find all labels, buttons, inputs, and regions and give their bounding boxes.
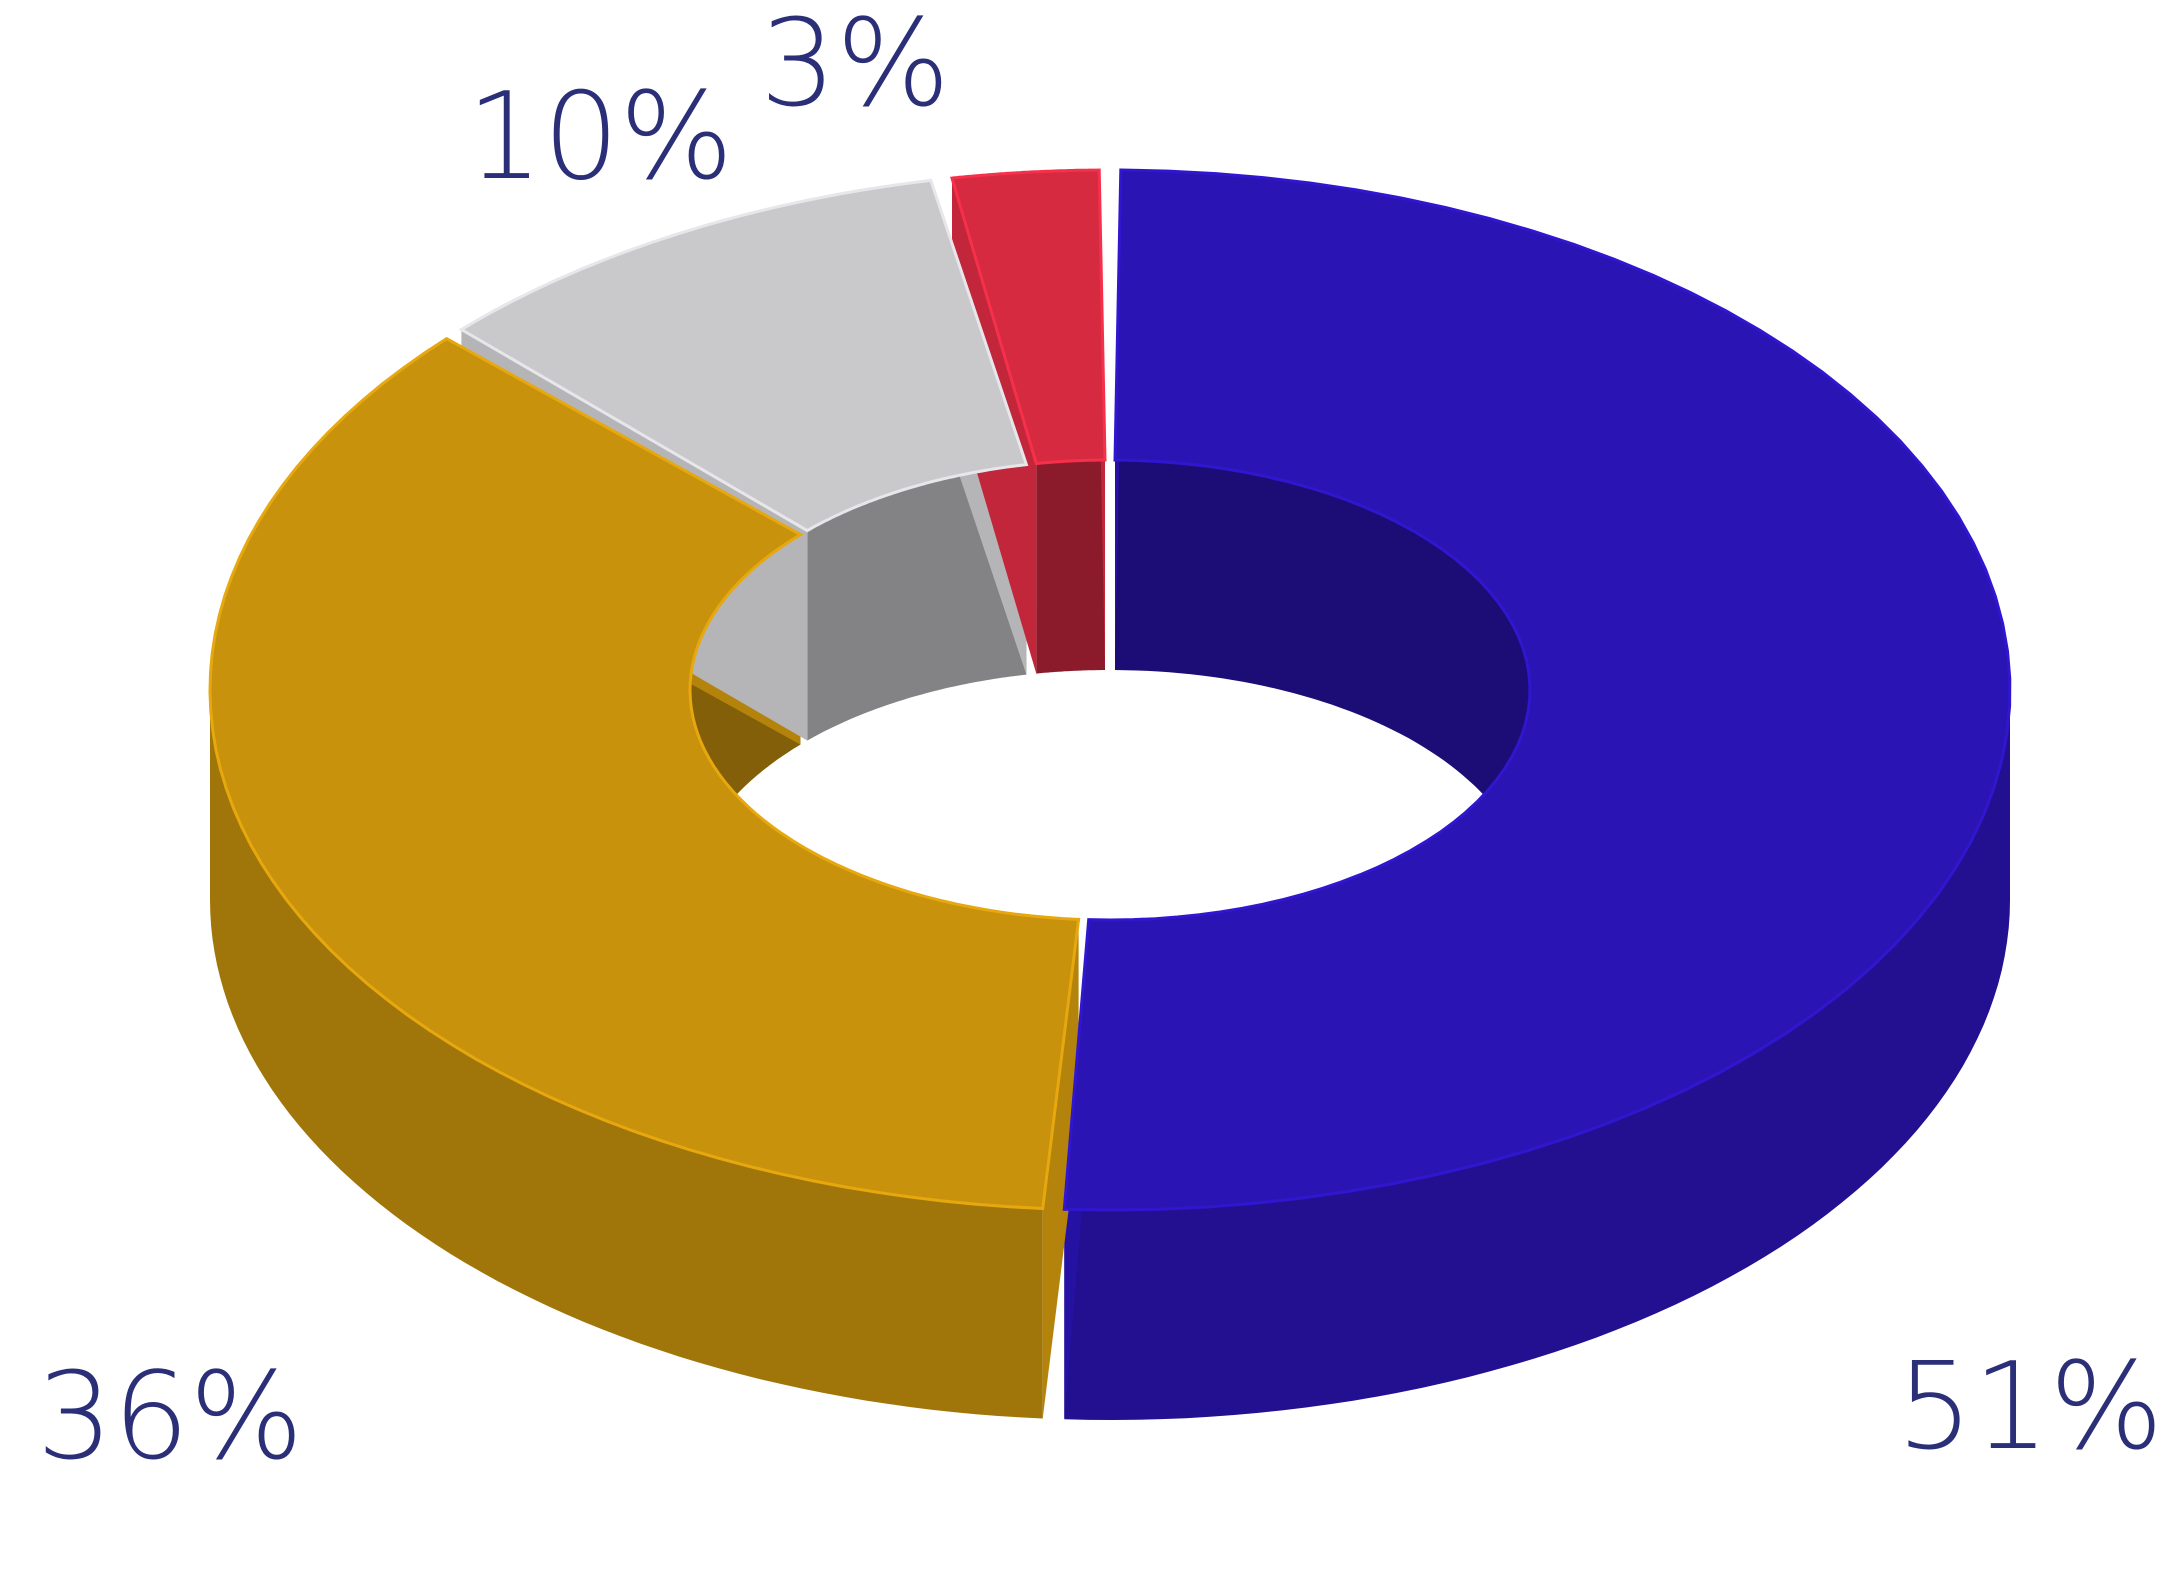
slice-end <box>1042 919 1079 1419</box>
value-label: 3% <box>760 0 950 134</box>
top-faces <box>208 168 2012 1212</box>
slice <box>1062 168 2012 1212</box>
slice <box>458 178 1029 533</box>
slice <box>208 336 1081 1211</box>
inner-wall <box>1115 460 1530 900</box>
value-label: 10% <box>467 68 734 207</box>
outer-wall <box>1064 690 2010 1420</box>
labels: 51% 36% 10%3% <box>37 0 2164 1487</box>
value-label: 51% <box>1897 1338 2164 1477</box>
outer-wall <box>210 690 1043 1419</box>
slice <box>950 168 1107 466</box>
inner-wall <box>1036 460 1105 674</box>
value-label: 36% <box>37 1348 304 1487</box>
inner-wall <box>807 464 1027 741</box>
